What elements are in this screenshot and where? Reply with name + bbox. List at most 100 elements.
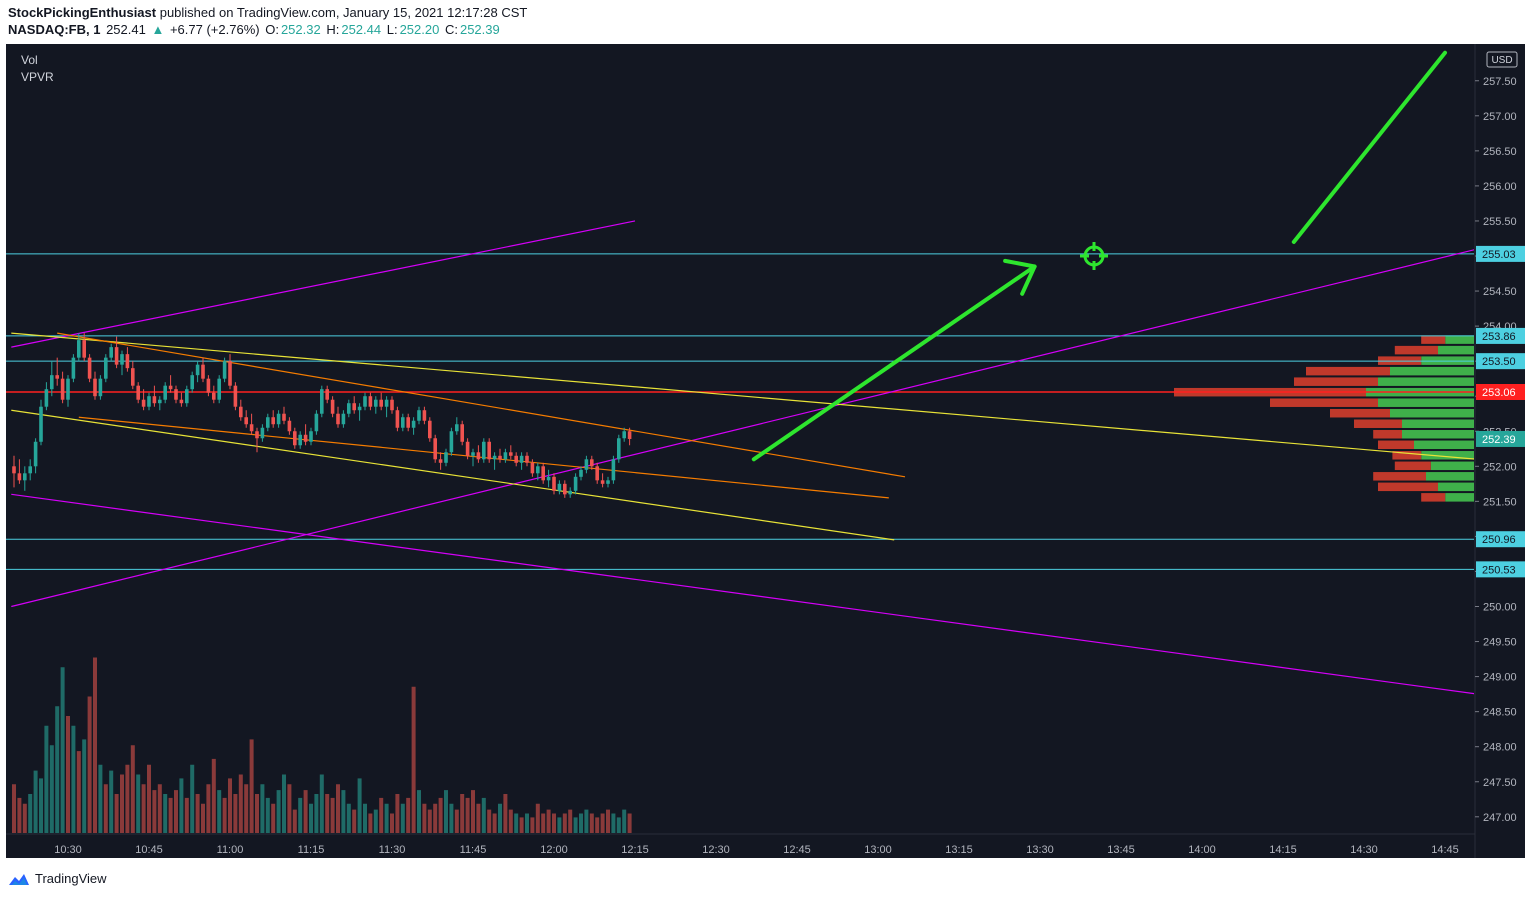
x-tick-label: 10:45 xyxy=(135,844,163,856)
volume-bar xyxy=(228,778,232,833)
vpvr-down-bar xyxy=(1306,366,1390,376)
candle-body xyxy=(266,417,270,428)
price-chart[interactable]: 247.00 247.50 248.00 248.50 249.00 249.50 250.… xyxy=(6,44,1525,858)
candle-body xyxy=(433,438,437,460)
volume-bar xyxy=(255,794,259,833)
price-badge-label: 253.06 xyxy=(1482,387,1516,399)
footer: TradingView xyxy=(0,858,1531,898)
chart-area[interactable]: 247.00 247.50 248.00 248.50 249.00 249.50 250.… xyxy=(6,44,1525,858)
close-value: 252.39 xyxy=(459,22,500,37)
volume-bar xyxy=(276,790,281,833)
vpvr-down-bar xyxy=(1373,472,1426,481)
volume-bar xyxy=(152,790,157,833)
volume-bar xyxy=(562,813,567,833)
volume-bar xyxy=(508,809,513,833)
tradingview-brand: TradingView xyxy=(35,871,107,886)
volume-bar xyxy=(395,794,400,833)
vpvr-up-bar xyxy=(1378,398,1474,407)
vpvr-down-bar xyxy=(1421,493,1446,502)
candle-body xyxy=(298,434,302,446)
volume-bar xyxy=(76,751,81,833)
volume-bar xyxy=(49,745,54,833)
price-change: +6.77 (+2.76%) xyxy=(169,22,260,37)
plot-area xyxy=(6,50,1474,833)
volume-bar xyxy=(449,803,454,833)
publish-line: StockPickingEnthusiast published on Trad… xyxy=(8,5,527,20)
candle-body xyxy=(617,438,621,460)
candle-body xyxy=(519,455,524,463)
tradingview-logo[interactable]: TradingView xyxy=(8,871,107,886)
vpvr-down-bar xyxy=(1270,398,1378,407)
close-label: C: xyxy=(444,22,458,37)
legend-vol[interactable]: Vol xyxy=(21,53,38,67)
volume-bar xyxy=(114,794,119,833)
vpvr-down-bar xyxy=(1294,377,1378,386)
legend-vpvr[interactable]: VPVR xyxy=(21,70,54,84)
volume-bar xyxy=(314,794,319,833)
x-tick-label: 14:00 xyxy=(1188,844,1216,856)
volume-bar xyxy=(195,794,200,833)
volume-bar xyxy=(282,774,286,833)
candle-body xyxy=(93,378,97,397)
volume-bar xyxy=(595,817,600,833)
candle-body xyxy=(492,455,497,460)
candle-body xyxy=(503,452,508,460)
candle-body xyxy=(206,378,211,393)
candle-body xyxy=(482,441,486,460)
vpvr-down-bar xyxy=(1378,440,1414,450)
candle-body xyxy=(271,417,275,425)
author-name[interactable]: StockPickingEnthusiast xyxy=(8,5,157,20)
volume-bar xyxy=(373,809,378,833)
volume-bar xyxy=(217,790,222,833)
volume-bar xyxy=(492,813,497,833)
y-tick-label: 248.00 xyxy=(1483,742,1517,754)
candle-body xyxy=(579,469,583,477)
candle-body xyxy=(152,396,157,404)
volume-bar xyxy=(184,797,189,833)
volume-bar xyxy=(147,764,151,833)
candle-body xyxy=(55,375,59,379)
candle-body xyxy=(33,441,38,467)
volume-bar xyxy=(400,803,405,833)
published-text: published on TradingView.com, January 15… xyxy=(159,5,528,20)
volume-bar xyxy=(260,784,265,833)
projection-arrow xyxy=(1291,50,1447,244)
price-badge xyxy=(1476,531,1525,548)
volume-bar xyxy=(22,803,27,833)
volume-bar xyxy=(363,803,367,833)
candle-body xyxy=(87,357,92,379)
x-tick-label: 11:45 xyxy=(460,844,487,856)
candle-body xyxy=(455,424,459,432)
vpvr-up-bar xyxy=(1445,335,1474,344)
candle-body xyxy=(276,413,281,425)
volume-bar xyxy=(390,813,394,833)
candle-body xyxy=(71,357,76,379)
y-tick-label: 249.50 xyxy=(1483,637,1517,649)
candle-body xyxy=(179,399,184,404)
volume-bar xyxy=(330,797,335,833)
volume-bar xyxy=(406,797,411,833)
vpvr-up-bar xyxy=(1438,345,1474,355)
candle-body xyxy=(228,361,232,386)
vpvr-down-bar xyxy=(1394,345,1438,355)
symbol-name[interactable]: NASDAQ:FB, 1 xyxy=(8,22,101,37)
candle-body xyxy=(303,434,308,442)
price-badge-label: 250.96 xyxy=(1482,534,1516,546)
volume-bar xyxy=(357,778,362,833)
y-tick-label: 252.00 xyxy=(1483,461,1517,473)
volume-bar xyxy=(616,817,621,833)
price-badge-label: 252.39 xyxy=(1482,434,1516,446)
volume-bar xyxy=(98,764,103,833)
candle-body xyxy=(401,417,405,428)
volume-bar xyxy=(422,803,427,833)
candle-body xyxy=(330,399,335,414)
volume-bar xyxy=(136,774,141,833)
volume-bar xyxy=(336,784,340,833)
candle-body xyxy=(573,476,578,491)
x-tick-label: 14:15 xyxy=(1269,844,1297,856)
candle-body xyxy=(395,410,400,428)
candle-body xyxy=(368,396,373,407)
y-tick-label: 256.00 xyxy=(1483,181,1517,193)
volume-bar xyxy=(71,725,76,833)
volume-bar xyxy=(82,739,87,833)
